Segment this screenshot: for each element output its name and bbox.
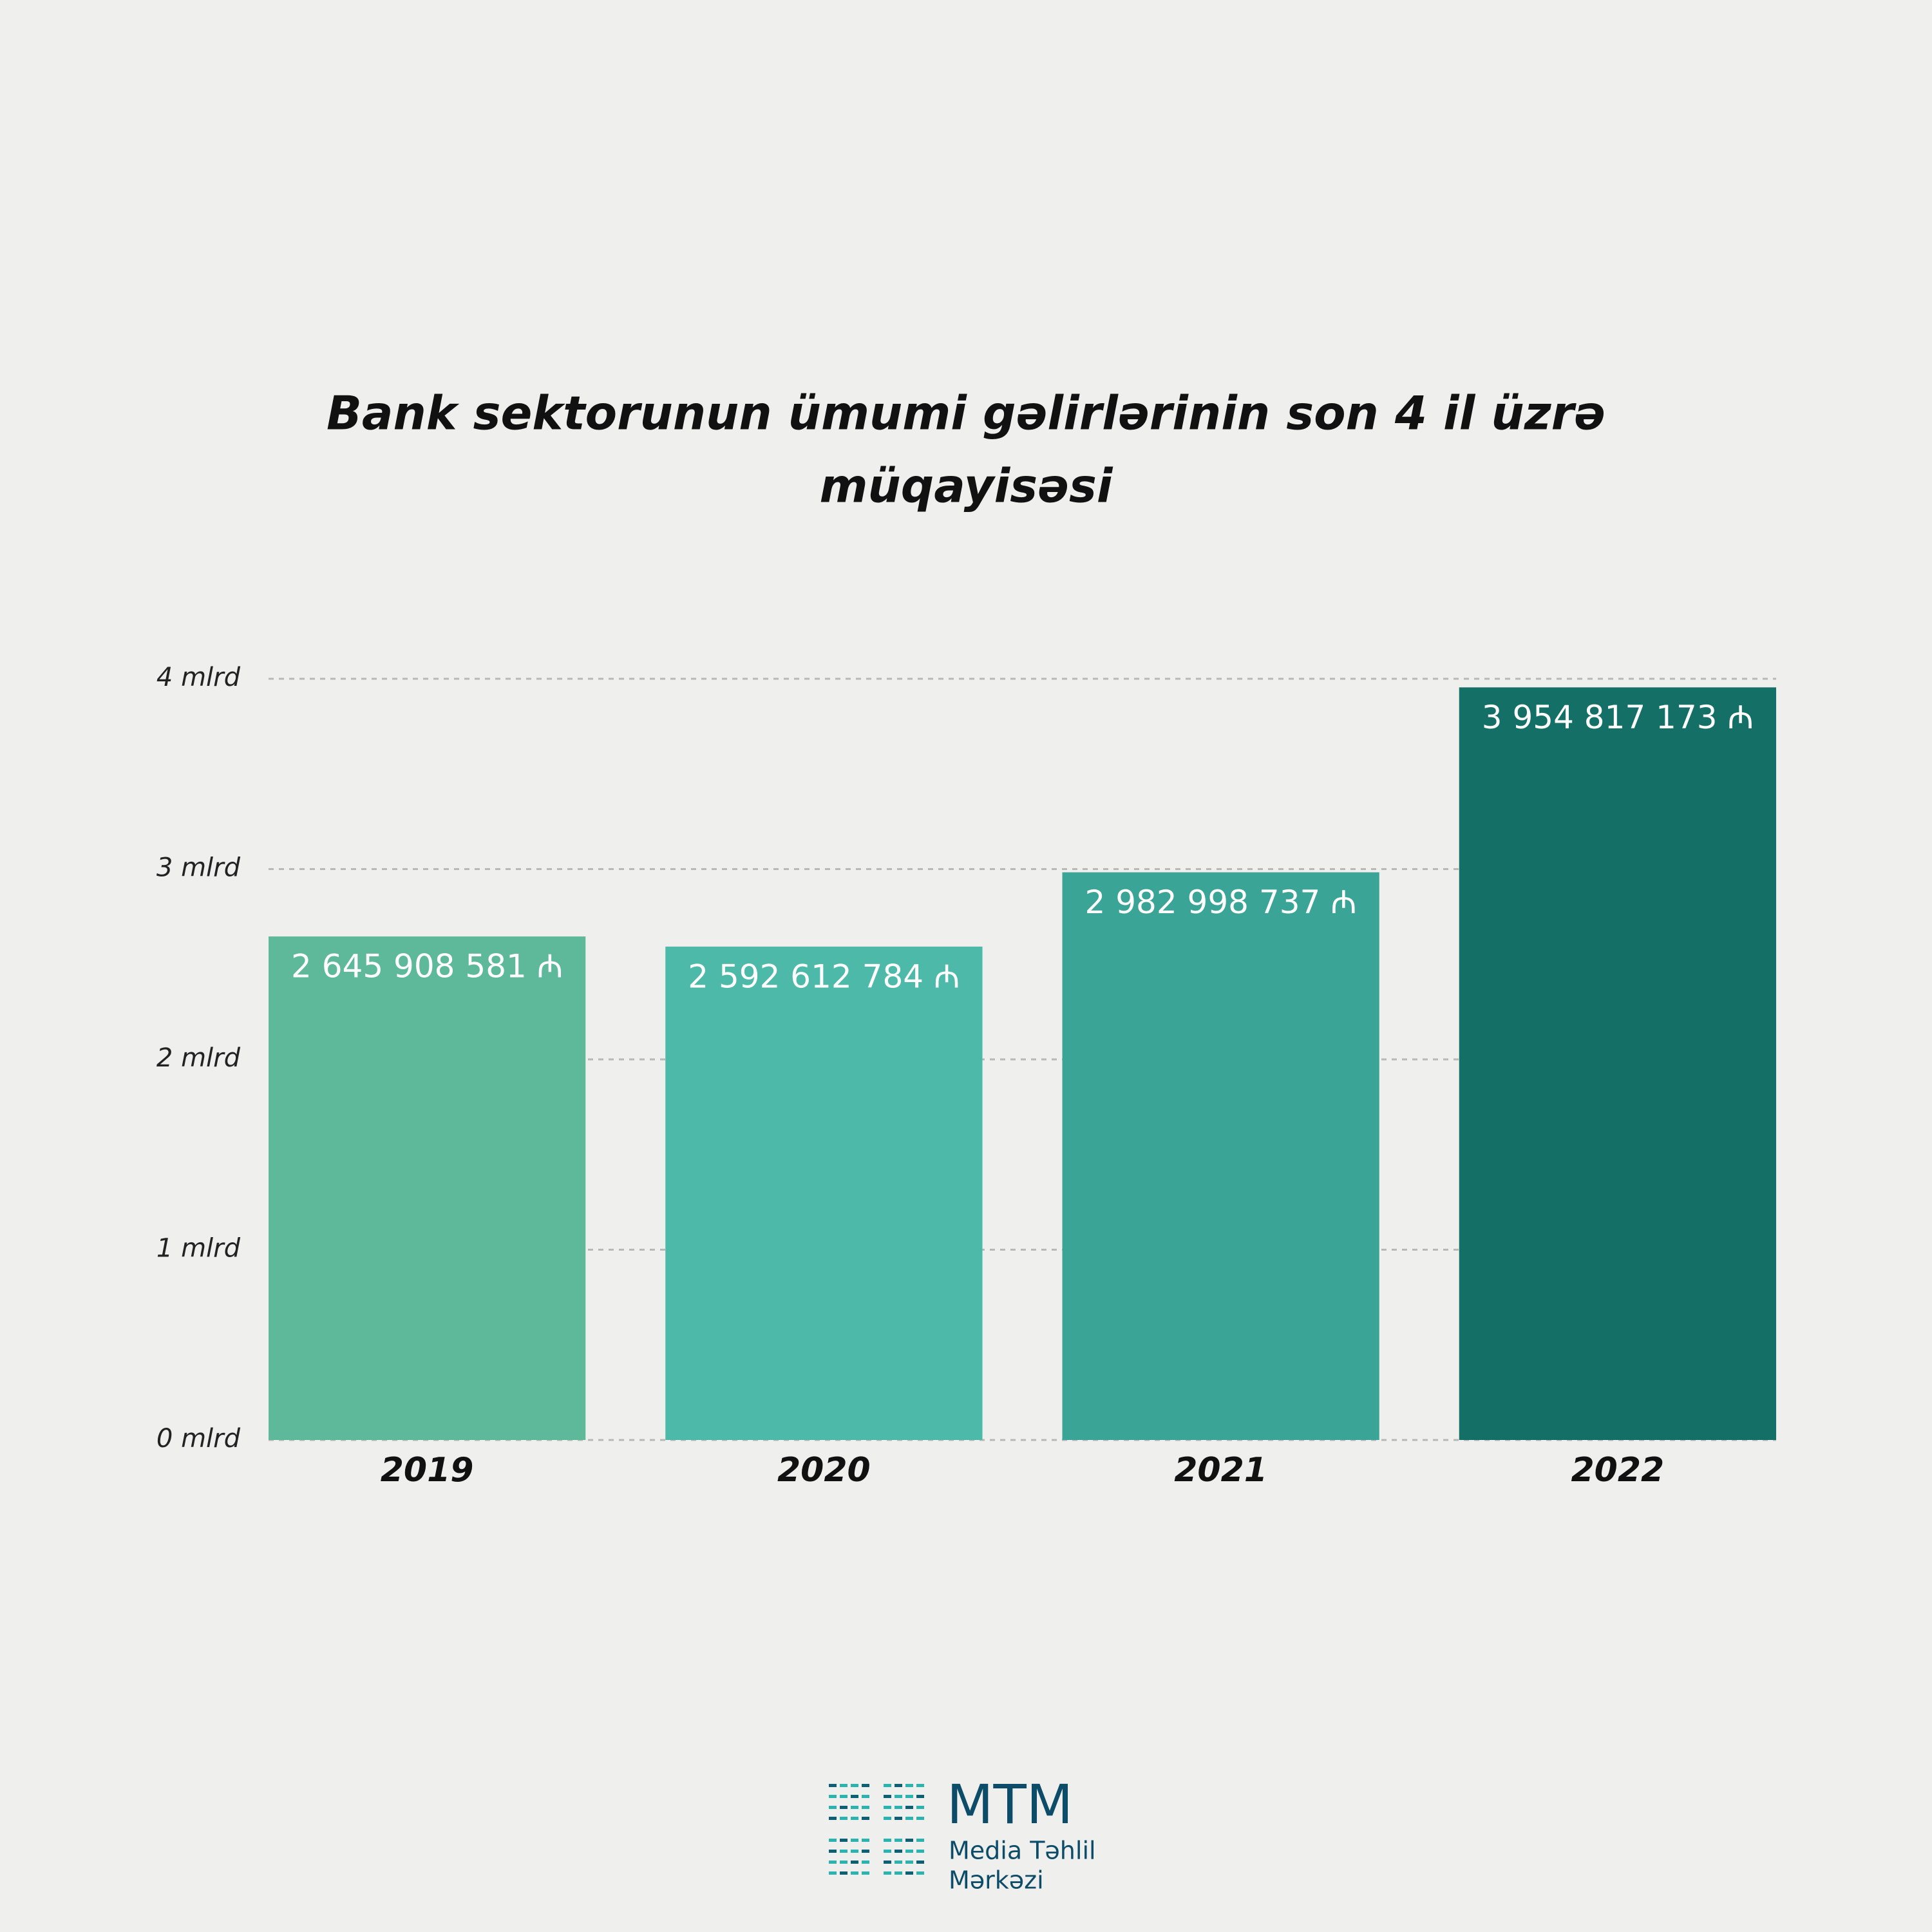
logo-dot: [829, 1871, 837, 1875]
x-tick-label: 2019: [381, 1451, 474, 1490]
logo-dot: [895, 1861, 902, 1864]
bar: [665, 946, 983, 1440]
bar: [269, 936, 586, 1440]
logo-dot: [851, 1850, 858, 1853]
value-label: 2 645 908 581 ₼: [291, 948, 563, 985]
logo-dot: [840, 1784, 848, 1787]
logo-dot: [895, 1817, 902, 1820]
logo-dot: [884, 1861, 891, 1864]
chart-title: Bank sektorunun ümumi gəlirlərinin son 4…: [327, 386, 1605, 440]
logo-dot: [895, 1784, 902, 1787]
logo-dot: [840, 1795, 848, 1798]
logo-dot: [829, 1817, 837, 1820]
logo-dot: [840, 1871, 848, 1875]
logo-dot: [916, 1871, 924, 1875]
logo-dot: [851, 1839, 858, 1842]
logo-dot: [829, 1839, 837, 1842]
logo-dot: [884, 1784, 891, 1787]
logo-dot: [862, 1806, 869, 1809]
logo-dot: [829, 1861, 837, 1864]
logo-dot: [829, 1806, 837, 1809]
logo-dot: [840, 1806, 848, 1809]
logo-dot: [862, 1839, 869, 1842]
logo-dot: [884, 1806, 891, 1809]
logo-line: Media Təhlil: [949, 1837, 1096, 1865]
y-tick-label: 3 mlrd: [156, 853, 241, 883]
logo-dot: [916, 1861, 924, 1864]
logo-dot: [905, 1806, 913, 1809]
logo-dot: [916, 1817, 924, 1820]
logo-dot: [895, 1839, 902, 1842]
y-tick-label: 0 mlrd: [156, 1424, 241, 1454]
logo-dot: [851, 1784, 858, 1787]
logo-dot: [884, 1850, 891, 1853]
logo-dot: [851, 1871, 858, 1875]
logo-line: Mərkəzi: [949, 1866, 1044, 1895]
chart-subtitle: müqayisəsi: [819, 459, 1113, 513]
logo-dot: [862, 1784, 869, 1787]
logo-dot: [862, 1817, 869, 1820]
bar: [1459, 687, 1776, 1440]
logo-dot: [895, 1871, 902, 1875]
logo-icon: [829, 1784, 924, 1875]
x-tick-label: 2022: [1571, 1451, 1665, 1490]
x-tick-label: 2021: [1174, 1451, 1267, 1490]
logo-dot: [840, 1850, 848, 1853]
logo-dot: [851, 1795, 858, 1798]
x-tick-label: 2020: [777, 1451, 871, 1490]
logo-dot: [851, 1861, 858, 1864]
logo-dot: [916, 1806, 924, 1809]
logo-dot: [829, 1784, 837, 1787]
logo-dot: [895, 1850, 902, 1853]
logo-dot: [840, 1817, 848, 1820]
logo-dot: [884, 1795, 891, 1798]
logo-dot: [916, 1795, 924, 1798]
logo-dot: [905, 1839, 913, 1842]
logo-dot: [895, 1795, 902, 1798]
y-tick-label: 4 mlrd: [156, 663, 241, 692]
logo-dot: [905, 1861, 913, 1864]
logo-dot: [829, 1850, 837, 1853]
logo-dot: [905, 1817, 913, 1820]
logo-dot: [862, 1795, 869, 1798]
logo-dot: [884, 1817, 891, 1820]
logo-dot: [840, 1839, 848, 1842]
logo-dot: [916, 1850, 924, 1853]
logo-dot: [916, 1839, 924, 1842]
logo-dot: [829, 1795, 837, 1798]
logo-dot: [895, 1806, 902, 1809]
y-tick-label: 1 mlrd: [156, 1234, 241, 1264]
bar: [1062, 872, 1379, 1440]
logo-name: MTM: [947, 1773, 1073, 1836]
value-label: 3 954 817 173 ₼: [1482, 699, 1754, 736]
value-label: 2 982 998 737 ₼: [1085, 884, 1357, 921]
logo-dot: [905, 1795, 913, 1798]
logo-dot: [916, 1784, 924, 1787]
logo-dot: [851, 1806, 858, 1809]
logo-dot: [862, 1871, 869, 1875]
logo-dot: [884, 1839, 891, 1842]
logo-dot: [905, 1784, 913, 1787]
logo-dot: [840, 1861, 848, 1864]
logo-dot: [905, 1850, 913, 1853]
logo-dot: [851, 1817, 858, 1820]
y-tick-label: 2 mlrd: [156, 1043, 241, 1073]
logo-dot: [905, 1871, 913, 1875]
logo-dot: [884, 1871, 891, 1875]
logo-dot: [862, 1861, 869, 1864]
value-label: 2 592 612 784 ₼: [688, 958, 960, 995]
logo-dot: [862, 1850, 869, 1853]
